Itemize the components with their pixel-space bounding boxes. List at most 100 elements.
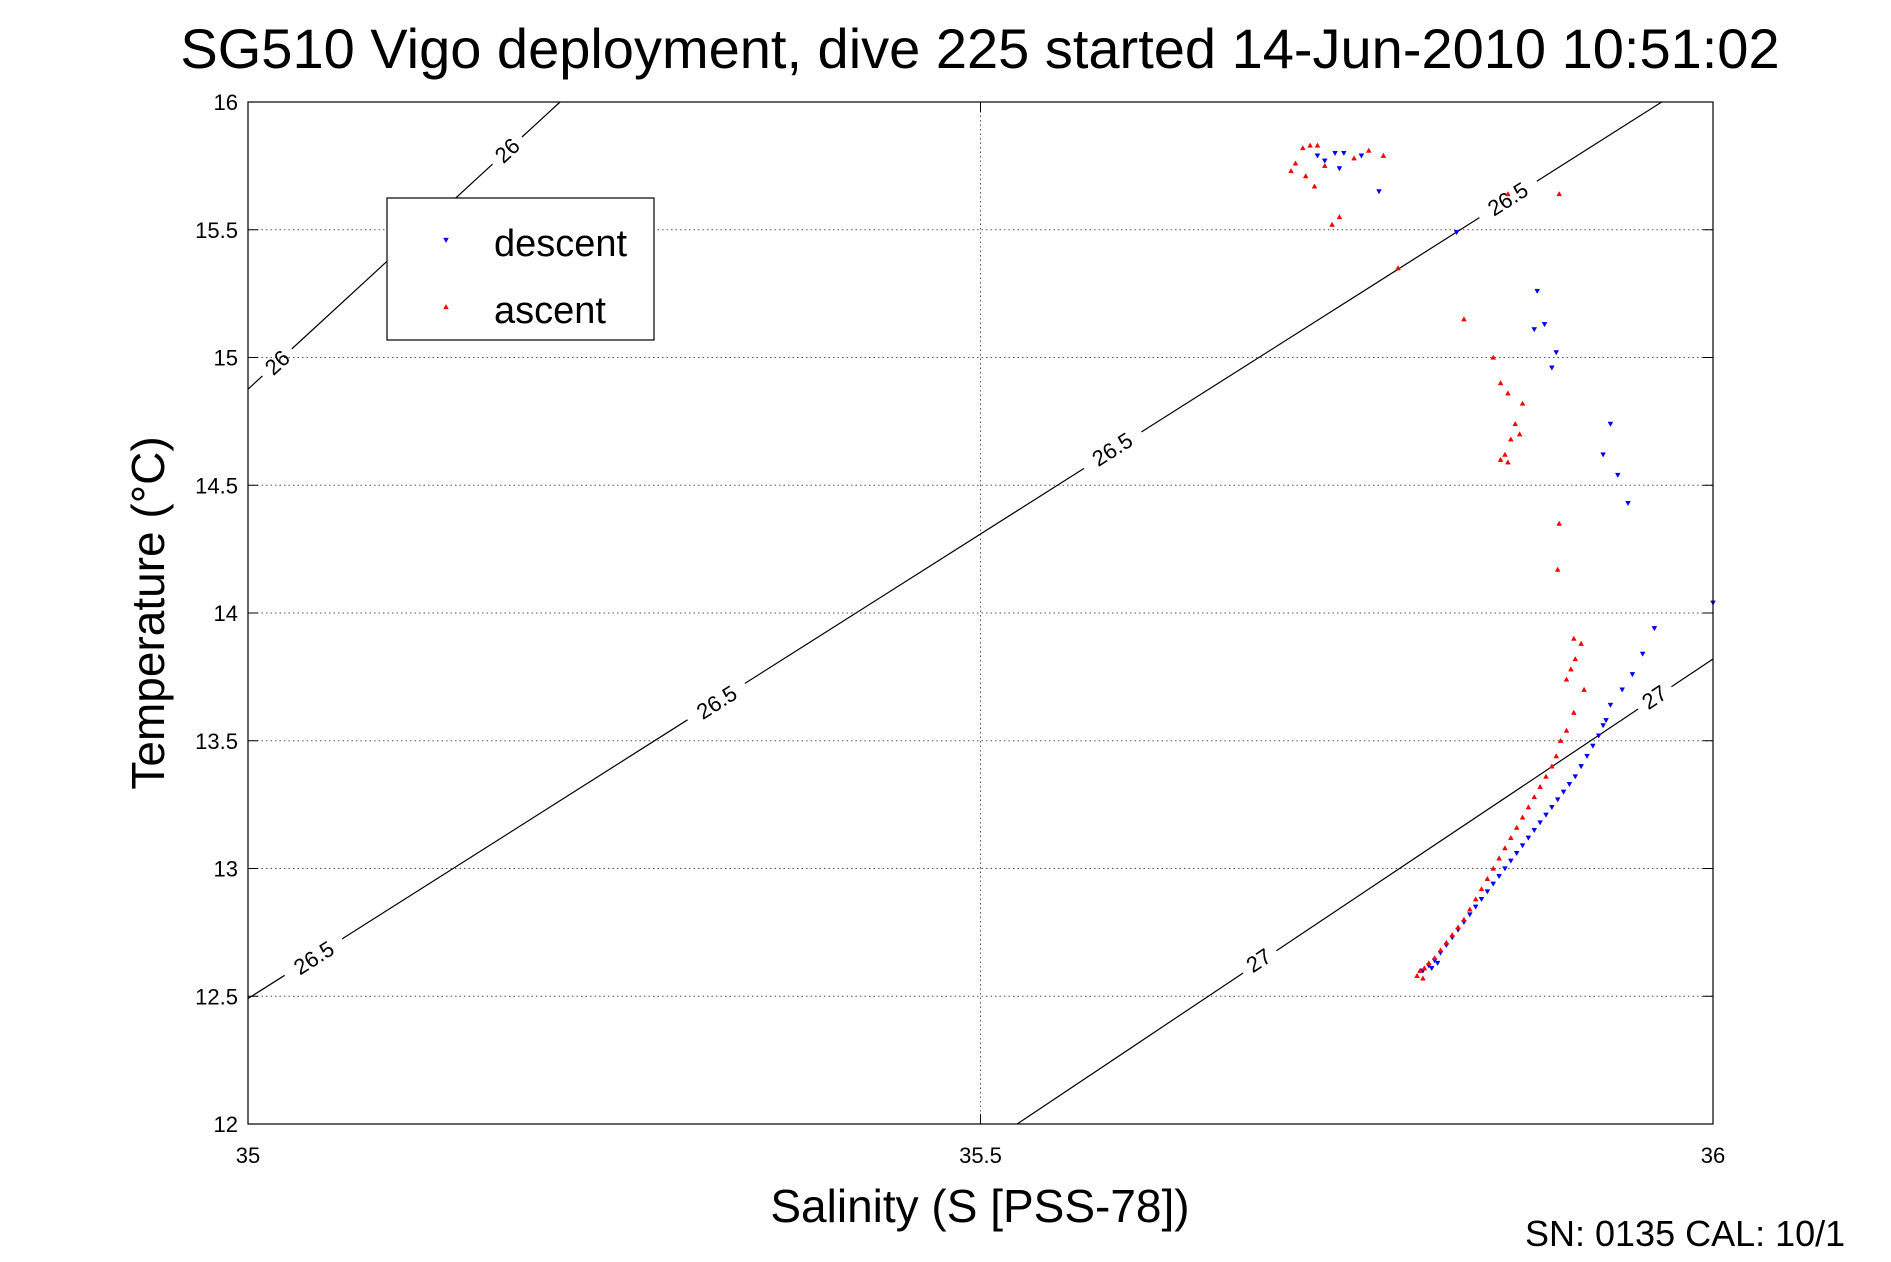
y-tick-label: 14.5 bbox=[195, 473, 238, 498]
contour-line-26.5 bbox=[248, 974, 286, 1000]
contour-line-26 bbox=[521, 102, 561, 138]
ascent-point bbox=[1508, 436, 1514, 442]
contour-line-26.5 bbox=[1536, 102, 1663, 182]
ascent-point bbox=[1512, 421, 1519, 427]
descent-point bbox=[1560, 789, 1567, 795]
ascent-point bbox=[1505, 191, 1511, 197]
ascent-point bbox=[1568, 666, 1574, 672]
ascent-point bbox=[1497, 380, 1504, 386]
descent-point bbox=[1484, 889, 1491, 895]
descent-point bbox=[1531, 828, 1538, 834]
ascent-point bbox=[1519, 814, 1526, 820]
ascent-point bbox=[1461, 916, 1467, 922]
ascent-point bbox=[1505, 459, 1511, 465]
y-tick-label: 14 bbox=[214, 601, 238, 626]
ascent-point bbox=[1472, 896, 1479, 902]
descent-point bbox=[1600, 452, 1606, 458]
ascent-point bbox=[1519, 400, 1526, 406]
ascent-point bbox=[1336, 214, 1343, 220]
descent-point bbox=[1466, 912, 1473, 918]
ascent-point bbox=[1557, 737, 1564, 743]
descent-point bbox=[1639, 651, 1646, 657]
descent-point bbox=[1534, 288, 1541, 294]
descent-point bbox=[1619, 687, 1625, 693]
ascent-point bbox=[1288, 168, 1294, 174]
y-tick-label: 15 bbox=[214, 346, 238, 371]
ascent-point bbox=[1395, 265, 1401, 271]
ascent-point bbox=[1292, 160, 1299, 166]
descent-point bbox=[1607, 702, 1614, 708]
ascent-point bbox=[1572, 656, 1579, 662]
ascent-point bbox=[1443, 939, 1450, 945]
descent-point bbox=[1629, 672, 1636, 678]
ascent-point bbox=[1414, 972, 1420, 978]
ascent-point bbox=[1513, 824, 1520, 830]
contour-line-27 bbox=[1276, 708, 1639, 952]
ascent-point bbox=[1461, 316, 1467, 322]
ascent-point bbox=[1478, 886, 1485, 892]
descent-point bbox=[1332, 150, 1338, 157]
ascent-point bbox=[1563, 676, 1570, 682]
ascent-point bbox=[1449, 932, 1456, 938]
descent-point bbox=[1428, 965, 1435, 972]
descent-point bbox=[1554, 797, 1561, 803]
descent-point bbox=[1553, 350, 1560, 356]
y-axis-label: Temperature (°C) bbox=[122, 436, 174, 789]
descent-point bbox=[1314, 153, 1321, 159]
ascent-point bbox=[1553, 753, 1560, 759]
legend-box bbox=[386, 197, 655, 341]
descent-point bbox=[1478, 896, 1485, 903]
ascent-point bbox=[1425, 960, 1432, 966]
descent-point bbox=[1472, 904, 1479, 910]
descent-point bbox=[1508, 858, 1514, 864]
ascent-point bbox=[1531, 794, 1538, 800]
descent-point bbox=[1566, 782, 1573, 788]
descent-point bbox=[1543, 812, 1549, 818]
x-axis-label: Salinity (S [PSS-78]) bbox=[770, 1180, 1189, 1232]
contour-lines bbox=[248, 102, 1713, 1124]
contour-line-26 bbox=[248, 375, 263, 391]
ascent-point bbox=[1314, 142, 1321, 148]
ascent-point bbox=[1365, 147, 1372, 153]
descent-point bbox=[1525, 835, 1532, 841]
ascent-point bbox=[1307, 142, 1313, 148]
descent-point bbox=[1336, 166, 1343, 172]
ascent-point bbox=[1508, 834, 1514, 841]
contour-line-27 bbox=[1671, 658, 1713, 688]
contour-line-26.5 bbox=[1141, 217, 1480, 433]
ascent-point bbox=[1437, 947, 1444, 953]
descent-point bbox=[1603, 718, 1609, 724]
ascent-point bbox=[1321, 162, 1328, 169]
legend-markers bbox=[443, 237, 449, 310]
ascent-point bbox=[1556, 520, 1562, 526]
descent-point bbox=[1496, 873, 1502, 880]
ascent-point bbox=[1484, 875, 1491, 881]
y-tick-label: 12 bbox=[214, 1112, 238, 1137]
x-tick-label: 35.5 bbox=[959, 1143, 1002, 1168]
ascent-point bbox=[1380, 152, 1387, 158]
descent-point bbox=[1502, 866, 1508, 872]
descent-point bbox=[1490, 881, 1497, 887]
ascent-point bbox=[1502, 845, 1508, 851]
descent-point bbox=[1651, 626, 1658, 632]
ascent-point bbox=[1554, 566, 1561, 572]
legend-label-ascent: ascent bbox=[494, 290, 606, 332]
legend-marker-descent bbox=[443, 237, 449, 243]
x-tick-label: 35 bbox=[236, 1143, 260, 1168]
descent-point bbox=[1541, 322, 1548, 328]
ascent-point bbox=[1431, 955, 1438, 961]
descent-point bbox=[1434, 960, 1441, 966]
legend: descent ascent bbox=[386, 197, 655, 341]
descent-point bbox=[1340, 150, 1347, 157]
legend-label-descent: descent bbox=[494, 223, 628, 265]
descent-point bbox=[1572, 774, 1579, 780]
ascent-point bbox=[1571, 635, 1577, 641]
axis-ticks: 35 35.5 36 12 12.5 13 13.5 14 14.5 15 15.5 16 bbox=[195, 90, 1725, 1168]
footer-serial-calibration: SN: 0135 CAL: 10/1 bbox=[1525, 1213, 1845, 1254]
ascent-point bbox=[1420, 975, 1426, 981]
chart-title: SG510 Vigo deployment, dive 225 started … bbox=[180, 17, 1779, 80]
descent-point bbox=[1600, 723, 1606, 729]
contour-line-26.5 bbox=[341, 719, 688, 940]
ascent-point bbox=[1466, 906, 1473, 912]
ascent-point bbox=[1490, 865, 1497, 871]
